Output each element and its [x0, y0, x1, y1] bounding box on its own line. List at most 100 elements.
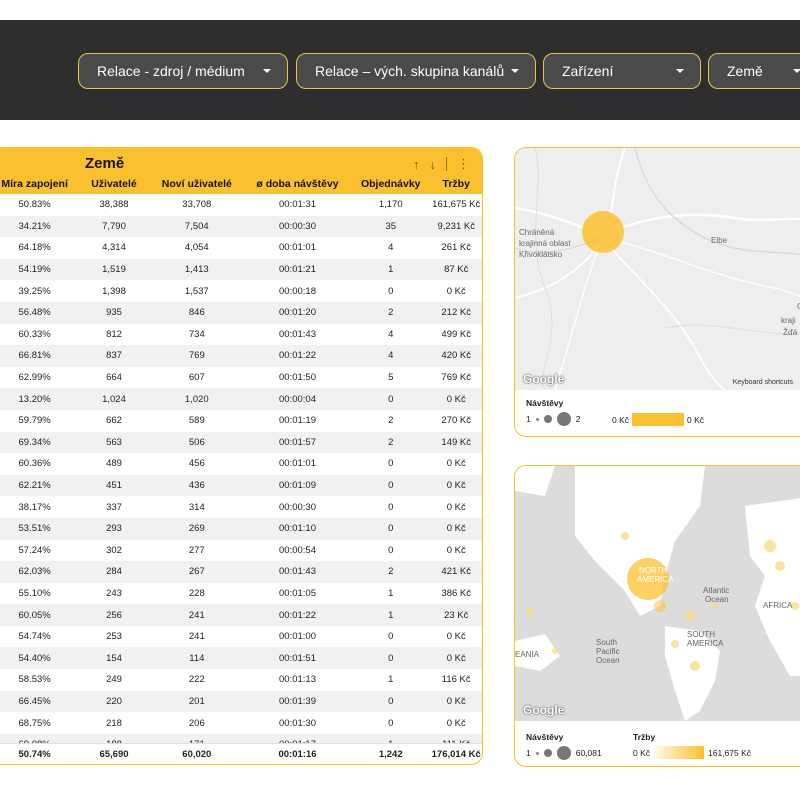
country-table: Země ↑ ↓ ⋮ Míra zapojení Uživatelé Noví …: [0, 147, 483, 765]
sort-up-icon[interactable]: ↑: [413, 156, 420, 172]
table-body: 50.83% 38,388 33,708 00:01:31 1,170 161,675 K…: [0, 194, 482, 756]
table-cell: 54.19%: [18, 264, 51, 276]
table-cell: 23 Kč: [444, 609, 469, 621]
column-header[interactable]: ø doba návštěvy: [256, 178, 339, 190]
table-row[interactable]: 53.51% 293 269 00:01:10 0 0 Kč: [0, 517, 482, 540]
filter-channel-group[interactable]: Relace – vých. skupina kanálů: [296, 53, 536, 89]
map-label: Elbe: [711, 236, 728, 245]
table-row[interactable]: 59.79% 662 589 00:01:19 2 270 Kč: [0, 410, 482, 432]
size-legend: Návštěvy 1 2: [526, 398, 580, 426]
table-row[interactable]: 50.83% 38,388 33,708 00:01:31 1,170 161,675 K…: [0, 194, 482, 216]
table-cell: 00:01:22: [279, 350, 316, 362]
table-cell: 00:00:30: [279, 220, 316, 232]
table-cell: 0 Kč: [446, 523, 466, 535]
world-map-card: NORTH AMERICA Atlantic Ocean AFRICA SOUT…: [514, 465, 800, 767]
table-cell: 293: [106, 523, 122, 535]
world-map[interactable]: [515, 466, 800, 721]
table-row[interactable]: 54.19% 1,519 1,413 00:01:21 1 87 Kč: [0, 258, 482, 281]
table-row[interactable]: 55.10% 243 228 00:01:05 1 386 Kč: [0, 583, 482, 605]
more-options-icon[interactable]: ⋮: [457, 156, 470, 171]
column-header[interactable]: Uživatelé: [91, 178, 137, 190]
small-circle-icon: [535, 417, 539, 421]
medium-circle-icon: [543, 749, 552, 757]
table-row[interactable]: 64.18% 4,314 4,054 00:01:01 4 261 Kč: [0, 237, 482, 259]
table-row[interactable]: 69.34% 563 506 00:01:57 2 149 Kč: [0, 431, 482, 454]
filter-source-medium[interactable]: Relace - zdroj / médium: [78, 53, 288, 89]
table-row[interactable]: 62.99% 664 607 00:01:50 5 769 Kč: [0, 367, 482, 389]
table-row[interactable]: 60.36% 489 456 00:01:01 0 0 Kč: [0, 453, 482, 475]
table-row[interactable]: 13.20% 1,024 1,020 00:00:04 0 0 Kč: [0, 388, 482, 410]
table-cell: 0 Kč: [446, 717, 466, 729]
table-cell: 0 Kč: [446, 544, 466, 556]
table-cell: 62.03%: [18, 566, 51, 578]
table-row[interactable]: 58.53% 249 222 00:01:13 1 116 Kč: [0, 669, 482, 691]
divider: [446, 157, 447, 171]
table-cell: 33,708: [182, 199, 212, 211]
table-cell: 1,170: [378, 199, 403, 211]
table-cell: 53.51%: [18, 523, 51, 535]
filter-country[interactable]: Země: [708, 53, 800, 89]
filter-label: Relace - zdroj / médium: [97, 63, 245, 79]
table-cell: 302: [106, 544, 122, 556]
table-row[interactable]: 57.24% 302 277 00:00:54 0 0 Kč: [0, 540, 482, 562]
table-cell: 589: [188, 415, 205, 427]
table-cell: 837: [106, 350, 122, 362]
visits-bubble[interactable]: [627, 558, 669, 600]
table-cell: 87 Kč: [444, 264, 469, 276]
table-row[interactable]: 68.75% 218 206 00:01:30 0 0 Kč: [0, 712, 482, 734]
chevron-down-icon: [676, 69, 684, 73]
table-cell: 00:00:30: [279, 501, 316, 513]
table-cell: 00:01:57: [279, 436, 316, 448]
regional-map[interactable]: [515, 148, 800, 390]
sort-down-icon[interactable]: ↓: [429, 156, 437, 172]
table-cell: 55.10%: [18, 587, 51, 599]
table-row[interactable]: 62.03% 284 267 00:01:43 2 421 Kč: [0, 561, 482, 583]
map-label: Ocean: [705, 595, 729, 604]
column-header[interactable]: Míra zapojení: [1, 178, 68, 190]
regional-map-card: Chráněná krajinná oblast Křivoklátsko El…: [514, 147, 800, 437]
table-cell: 607: [188, 372, 205, 384]
table-cell: 116 Kč: [441, 674, 471, 686]
table-cell: 0: [388, 717, 394, 729]
map-label: NORTH: [639, 566, 668, 575]
table-row[interactable]: 39.25% 1,398 1,537 00:00:18 0 0 Kč: [0, 280, 482, 302]
column-header[interactable]: Noví uživatelé: [161, 178, 232, 190]
table-cell: 0: [388, 501, 394, 513]
total-cell: 176,014 Kč: [431, 748, 481, 760]
column-header[interactable]: Objednávky: [360, 178, 421, 190]
table-cell: 34.21%: [18, 220, 51, 232]
table-cell: 57.24%: [18, 544, 51, 556]
filter-device[interactable]: Zařízení: [543, 53, 701, 89]
table-row[interactable]: 62.21% 451 436 00:01:09 0 0 Kč: [0, 474, 482, 497]
table-cell: 58.53%: [18, 674, 51, 686]
table-cell: 66.81%: [18, 350, 51, 362]
table-cell: 0 Kč: [446, 652, 466, 664]
legend-min: 1: [526, 414, 531, 424]
visits-bubble[interactable]: [582, 211, 624, 253]
table-cell: 212 Kč: [441, 307, 471, 319]
map-label: EANIA: [515, 650, 540, 659]
table-row[interactable]: 54.40% 154 114 00:01:51 0 0 Kč: [0, 647, 482, 670]
chevron-down-icon: [511, 69, 519, 73]
chevron-down-icon: [263, 69, 271, 73]
table-row[interactable]: 38.17% 337 314 00:00:30 0 0 Kč: [0, 496, 482, 518]
table-cell: 00:01:31: [279, 199, 316, 211]
table-cell: 00:01:01: [279, 458, 316, 470]
keyboard-shortcuts-link[interactable]: Keyboard shortcuts: [732, 379, 793, 386]
table-cell: 0: [388, 652, 394, 664]
table-cell: 00:01:09: [279, 480, 316, 492]
table-cell: 2: [388, 566, 394, 578]
map-label: AMERICA: [687, 639, 724, 648]
table-row[interactable]: 60.05% 256 241 00:01:22 1 23 Kč: [0, 604, 482, 626]
column-header[interactable]: Tržby: [442, 178, 470, 190]
table-row[interactable]: 34.21% 7,790 7,504 00:00:30 35 9,231 Kč: [0, 215, 482, 238]
table-row[interactable]: 56.48% 935 846 00:01:20 2 212 Kč: [0, 301, 482, 324]
table-cell: 00:01:21: [279, 264, 316, 276]
legend-max: 2: [575, 414, 581, 424]
table-row[interactable]: 66.45% 220 201 00:01:39 0 0 Kč: [0, 690, 482, 713]
table-cell: 0 Kč: [446, 458, 466, 470]
table-row[interactable]: 60.33% 812 734 00:01:43 4 499 Kč: [0, 324, 482, 346]
table-row[interactable]: 54.74% 253 241 00:01:00 0 0 Kč: [0, 626, 482, 648]
table-row[interactable]: 66.81% 837 769 00:01:22 4 420 Kč: [0, 345, 482, 367]
column-headers: Míra zapojení Uživatelé Noví uživatelé ø…: [0, 178, 482, 190]
